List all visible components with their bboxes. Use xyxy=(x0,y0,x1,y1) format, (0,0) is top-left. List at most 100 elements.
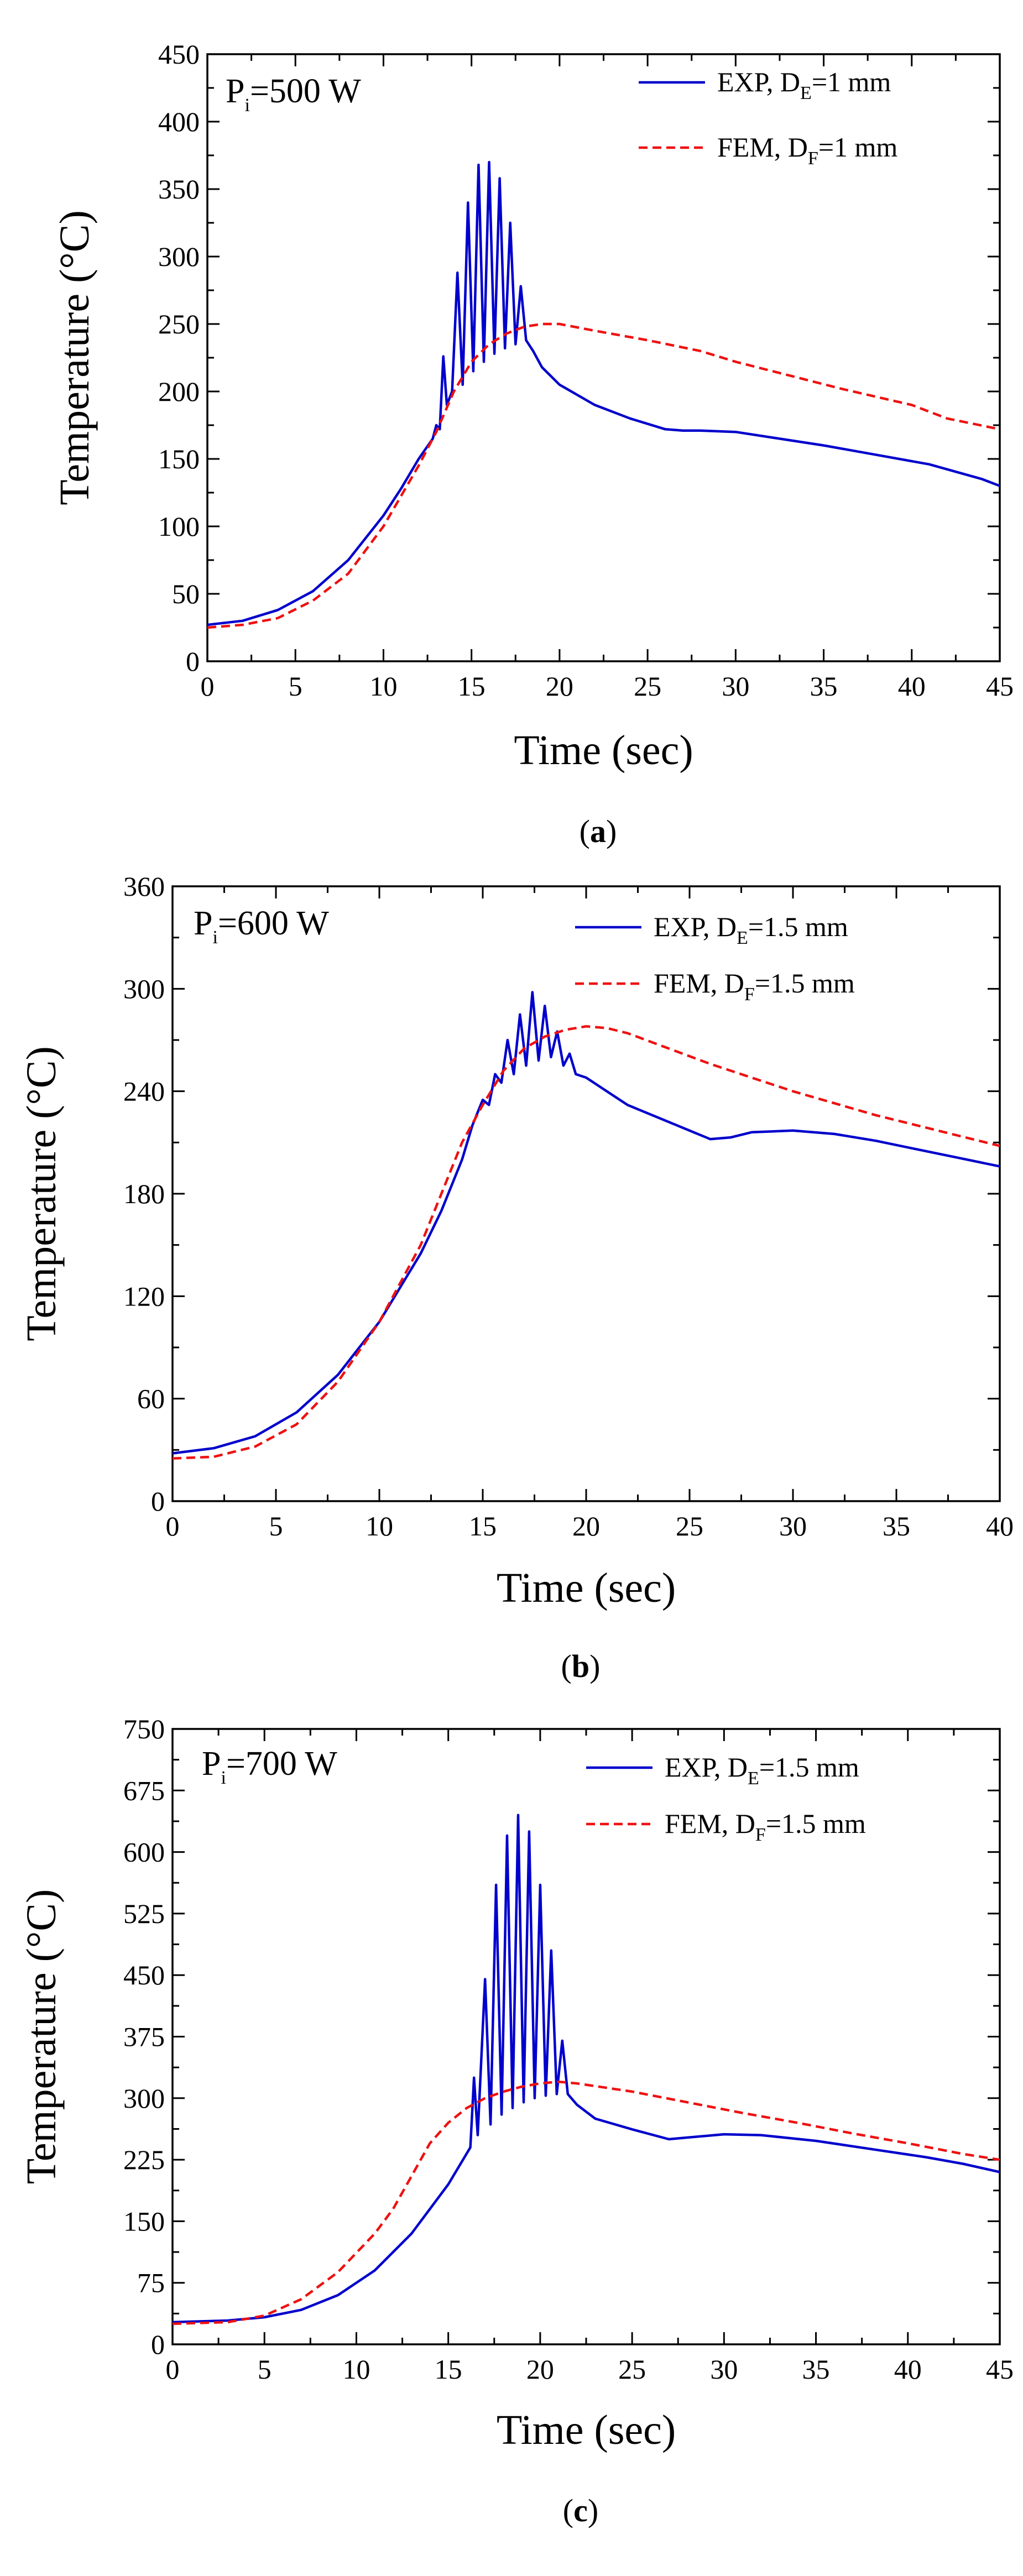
y-tick-label: 0 xyxy=(186,646,200,677)
power-annotation: Pi=600 W xyxy=(194,905,329,948)
legend-suffix: =1.5 mm xyxy=(748,911,848,942)
x-tick-label: 35 xyxy=(810,671,838,702)
legend-prefix: EXP, D xyxy=(717,66,800,97)
x-tick-label: 30 xyxy=(722,671,749,702)
y-tick-label: 75 xyxy=(137,2267,165,2298)
legend-prefix: FEM, D xyxy=(717,132,808,163)
x-tick-label: 40 xyxy=(898,671,926,702)
legend-prefix: FEM, D xyxy=(665,1808,755,1839)
x-tick-label: 0 xyxy=(201,671,215,702)
y-axis-title: Temperature (°C) xyxy=(18,1889,65,2185)
y-tick-label: 675 xyxy=(123,1775,165,1806)
legend-suffix: =1.5 mm xyxy=(755,968,855,999)
y-tick-label: 120 xyxy=(123,1281,165,1311)
legend-subscript: F xyxy=(808,148,818,169)
y-tick-label: 225 xyxy=(123,2144,165,2175)
panel-label-open: ( xyxy=(563,2493,573,2528)
panel-label: (b) xyxy=(561,1648,601,1684)
power-annotation: Pi=700 W xyxy=(202,1745,337,1788)
x-tick-label: 45 xyxy=(986,2354,1014,2385)
power-symbol: P xyxy=(202,1745,221,1783)
panel-label-letter: a xyxy=(590,813,606,849)
panels: 0 5 10 15 20 25 30 35 40 450501001502002503003504… xyxy=(18,39,1014,2528)
y-tick-label: 150 xyxy=(123,2206,165,2237)
x-tick-label: 35 xyxy=(802,2354,830,2385)
chart-panel-a: 0 5 10 15 20 25 30 35 40 450501001502002503003504… xyxy=(51,39,1014,849)
legend-subscript: F xyxy=(744,984,755,1005)
x-tick-label: 5 xyxy=(289,671,302,702)
y-tick-label: 150 xyxy=(158,443,200,474)
power-value: =500 W xyxy=(250,72,361,110)
x-tick-label: 0 xyxy=(166,1511,180,1542)
panel-label-letter: b xyxy=(572,1648,589,1684)
x-tick-label: 45 xyxy=(986,671,1014,702)
fem-series-line xyxy=(173,1025,1000,1460)
y-tick-label: 450 xyxy=(123,1960,165,1990)
panel-label-open: ( xyxy=(580,813,590,849)
panel-label-letter: c xyxy=(573,2493,588,2528)
legend-prefix: EXP, D xyxy=(654,911,737,942)
y-tick-label: 350 xyxy=(158,174,200,205)
power-subscript: i xyxy=(212,927,217,948)
y-tick-label: 600 xyxy=(123,1837,165,1868)
legend-prefix: EXP, D xyxy=(665,1752,748,1783)
x-tick-label: 15 xyxy=(469,1511,497,1542)
x-tick-label: 30 xyxy=(710,2354,738,2385)
y-tick-label: 200 xyxy=(158,376,200,407)
legend-entry: FEM, DF=1.5 mm xyxy=(654,968,855,1005)
x-tick-label: 10 xyxy=(369,671,397,702)
chart-panel-b: 0 5 10 15 20 25 30 35 40 0 60 120 180 240 300 360 Time (… xyxy=(18,871,1014,1684)
power-symbol: P xyxy=(226,72,244,110)
legend-entry: FEM, DF=1 mm xyxy=(717,132,897,169)
y-tick-label: 400 xyxy=(158,106,200,137)
legend-suffix: =1.5 mm xyxy=(759,1752,859,1783)
y-tick-label: 300 xyxy=(158,241,200,272)
power-symbol: P xyxy=(194,905,212,942)
x-tick-label: 5 xyxy=(269,1511,283,1542)
y-tick-label: 0 xyxy=(151,1486,165,1517)
x-axis-title: Time (sec) xyxy=(514,727,693,774)
exp-series-line xyxy=(173,1814,1000,2324)
y-tick-label: 375 xyxy=(123,2021,165,2052)
y-tick-label: 240 xyxy=(123,1076,165,1107)
y-axis-title: Temperature (°C) xyxy=(18,1046,65,1341)
y-tick-label: 360 xyxy=(123,871,165,902)
y-tick-label: 100 xyxy=(158,511,200,542)
y-tick-label: 250 xyxy=(158,309,200,339)
x-axis-title: Time (sec) xyxy=(497,2407,676,2453)
legend-suffix: =1 mm xyxy=(812,66,891,97)
y-axis-title: Temperature (°C) xyxy=(51,210,98,505)
fem-series-line xyxy=(173,2080,1000,2326)
y-tick-label: 180 xyxy=(123,1178,165,1209)
x-tick-label: 25 xyxy=(634,671,661,702)
legend-subscript: E xyxy=(748,1768,759,1789)
power-value: =700 W xyxy=(226,1745,337,1783)
x-tick-label: 35 xyxy=(883,1511,910,1542)
panel-label-close: ) xyxy=(589,1648,600,1684)
panel-label: (a) xyxy=(580,813,617,849)
x-tick-label: 20 xyxy=(572,1511,600,1542)
y-tick-label: 50 xyxy=(172,578,200,609)
y-tick-label: 525 xyxy=(123,1898,165,1929)
legend-suffix: =1 mm xyxy=(818,132,898,163)
x-tick-label: 15 xyxy=(435,2354,462,2385)
y-tick-label: 450 xyxy=(158,39,200,70)
y-tick-label: 300 xyxy=(123,973,165,1004)
chart-panel-c: 0 5 10 15 20 25 30 35 40 450751502253003754505256… xyxy=(18,1713,1014,2528)
power-annotation: Pi=500 W xyxy=(226,72,361,116)
panel-label-close: ) xyxy=(606,813,617,849)
legend-entry: EXP, DE=1 mm xyxy=(717,66,891,103)
x-tick-label: 10 xyxy=(366,1511,393,1542)
legend-subscript: E xyxy=(737,928,748,948)
y-tick-label: 750 xyxy=(123,1713,165,1744)
power-value: =600 W xyxy=(218,905,329,942)
x-tick-label: 5 xyxy=(258,2354,272,2385)
x-axis-title: Time (sec) xyxy=(497,1565,676,1611)
panel-label: (c) xyxy=(563,2493,598,2528)
power-subscript: i xyxy=(221,1768,226,1788)
exp-series-line xyxy=(173,991,1000,1455)
y-tick-label: 60 xyxy=(137,1383,165,1414)
x-tick-label: 0 xyxy=(166,2354,180,2385)
x-tick-label: 20 xyxy=(526,2354,554,2385)
x-tick-label: 25 xyxy=(676,1511,703,1542)
